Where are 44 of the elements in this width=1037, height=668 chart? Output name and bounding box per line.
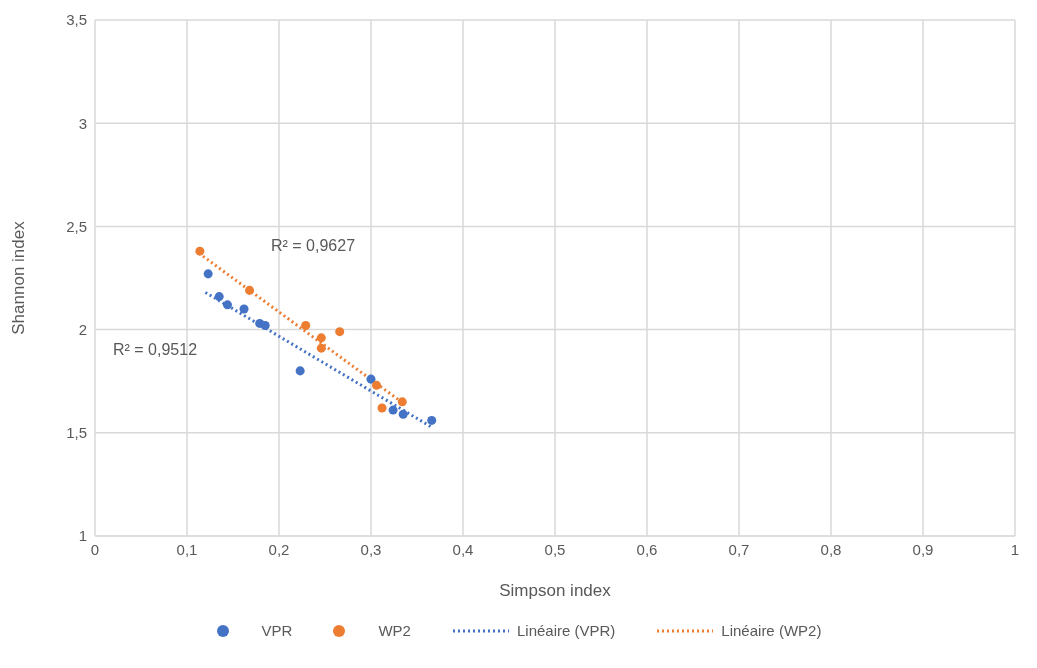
x-tick-label: 0,3 <box>360 540 382 558</box>
point <box>316 343 326 353</box>
y-axis-title: Shannon index <box>9 220 29 335</box>
point <box>377 403 387 413</box>
x-tick-label: 0,1 <box>176 540 198 558</box>
point <box>222 300 232 310</box>
y-tick-label: 1 <box>78 527 87 545</box>
point <box>397 397 407 407</box>
point <box>316 333 326 343</box>
x-tick-label: 0,4 <box>452 540 474 558</box>
x-tick-label: 0,2 <box>268 540 290 558</box>
x-tick-label: 0,5 <box>544 540 566 558</box>
y-tick-label: 3 <box>78 114 87 132</box>
x-tick-label: 0,7 <box>728 540 750 558</box>
point <box>239 304 249 314</box>
annotation: R² = 0,9627 <box>271 237 356 255</box>
point <box>427 415 437 425</box>
point <box>372 380 382 390</box>
point <box>295 366 305 376</box>
annotation: R² = 0,9512 <box>113 341 198 359</box>
legend-label: WP2 <box>378 622 411 639</box>
legend-label: Linéaire (VPR) <box>516 622 616 639</box>
x-axis-title: Simpson index <box>499 581 612 600</box>
point <box>203 269 213 279</box>
y-tick-label: 2 <box>78 320 87 338</box>
y-tick-label: 1,5 <box>66 424 87 442</box>
point <box>366 374 376 384</box>
point <box>245 285 255 295</box>
legend-label: Linéaire (WP2) <box>721 622 822 639</box>
x-tick-label: 0,6 <box>636 540 658 558</box>
x-tick-label: 0,9 <box>912 540 934 558</box>
x-tick-label: 0,8 <box>820 540 842 558</box>
point <box>195 246 205 256</box>
point <box>214 292 224 302</box>
point <box>335 327 345 337</box>
x-tick-label: 1 <box>1010 540 1020 558</box>
y-tick-label: 2,5 <box>66 217 87 235</box>
legend-label: VPR <box>261 622 293 639</box>
y-tick-label: 3,5 <box>66 11 87 29</box>
x-tick-label: 0 <box>90 540 100 558</box>
point <box>301 320 311 330</box>
point <box>260 320 270 330</box>
point <box>388 405 398 415</box>
point <box>398 409 408 419</box>
